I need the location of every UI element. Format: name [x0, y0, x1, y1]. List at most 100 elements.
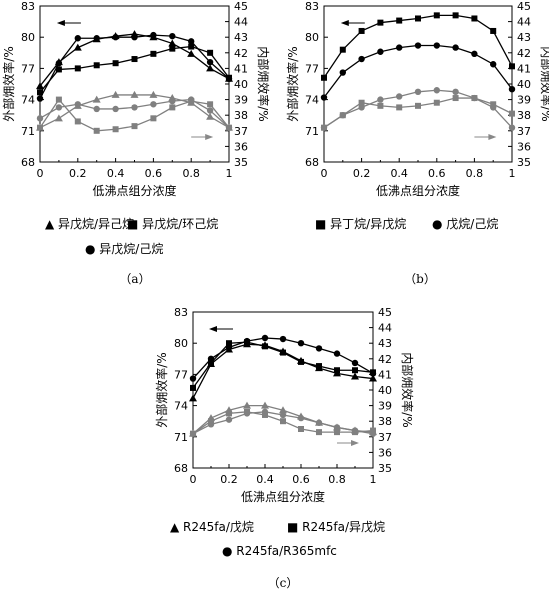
data-point [321, 74, 327, 81]
data-point [396, 44, 403, 51]
y-right-tick-label: 37 [517, 125, 531, 138]
data-point [131, 104, 138, 111]
panel-caption: （b） [404, 272, 436, 286]
y-right-tick-label: 35 [517, 156, 531, 169]
data-point [433, 12, 440, 19]
data-point [262, 343, 268, 350]
data-point [188, 43, 195, 50]
data-point [112, 105, 119, 113]
arrow-right-head [205, 134, 214, 141]
series-line [39, 34, 230, 99]
data-point [352, 367, 358, 374]
data-point [55, 104, 63, 111]
y-left-tick-label: 68 [21, 156, 35, 169]
data-point [351, 359, 359, 367]
data-point [490, 61, 497, 68]
data-point [339, 112, 346, 119]
x-tick-label: 0.6 [292, 473, 310, 486]
x-tick-label: 0.2 [353, 167, 371, 180]
data-point [36, 95, 44, 102]
chart-panel-1: 0 0.2 0.4 0.6 0.8 1 68 71 74 77 80 83 35 36 37 38 39 40 41… [1, 0, 271, 286]
y-right-tick-label: 45 [234, 0, 248, 13]
data-point [333, 350, 341, 357]
data-point [207, 101, 214, 108]
data-point [261, 401, 269, 409]
plot-frame [323, 5, 513, 163]
data-point [243, 337, 251, 345]
data-point [54, 114, 63, 122]
data-point [334, 367, 340, 374]
x-axis-label: 低沸点组分浓度 [376, 183, 460, 198]
data-point [279, 335, 287, 343]
data-point [150, 31, 157, 39]
data-point [112, 60, 119, 67]
legend-entry: ▲ R245fa/戊烷 [170, 520, 254, 534]
data-point [369, 370, 377, 377]
data-point [358, 55, 365, 63]
data-point [339, 69, 346, 76]
data-point [433, 87, 440, 94]
data-point [225, 344, 233, 351]
data-point [206, 112, 215, 120]
y-right-tick-label: 40 [234, 78, 248, 91]
data-point [261, 408, 269, 416]
data-point [509, 110, 515, 117]
series-2 [37, 43, 232, 96]
legend-entry: ● 戊烷/己烷 [432, 217, 498, 231]
data-point [206, 107, 214, 114]
y-left-tick-label: 80 [21, 31, 35, 44]
data-point [377, 48, 384, 55]
data-point [369, 374, 377, 382]
data-point [279, 411, 287, 419]
y-right-tick-label: 36 [378, 446, 392, 459]
series-line [192, 337, 374, 379]
y-left-tick-label: 74 [305, 94, 319, 107]
y-right-tick-label: 37 [378, 431, 392, 444]
data-point [297, 414, 305, 422]
data-point [369, 430, 377, 437]
data-point [169, 104, 176, 111]
data-point [414, 42, 422, 49]
y-right-tick-label: 41 [234, 62, 248, 75]
y-right-tick-label: 38 [234, 109, 248, 122]
data-point [169, 97, 176, 105]
y-right-tick-label: 43 [234, 31, 248, 44]
y-right-tick-label: 39 [234, 94, 248, 107]
y-right-axis-label: 内部㶲效率/% [400, 352, 415, 427]
series-5 [37, 96, 232, 134]
data-point [131, 34, 138, 41]
data-point [36, 115, 44, 122]
data-point [36, 82, 44, 90]
data-point [243, 401, 251, 409]
data-point [130, 90, 139, 98]
y-right-axis-label: 内部㶲效率/% [539, 46, 549, 121]
data-point [396, 104, 403, 111]
data-point [316, 429, 322, 436]
x-tick-label: 0 [321, 167, 328, 180]
data-point [169, 32, 176, 40]
data-point [187, 49, 196, 57]
data-point [111, 90, 120, 98]
data-point [471, 94, 478, 102]
data-point [112, 126, 119, 133]
y-left-axis-label: 外部㶲效率/% [1, 46, 16, 121]
y-left-tick-label: 74 [21, 94, 35, 107]
data-point [508, 86, 516, 93]
y-right-tick-label: 35 [378, 462, 392, 475]
data-point [93, 105, 100, 113]
data-point [92, 95, 101, 103]
x-tick-label: 1 [226, 167, 233, 180]
y-right-tick-label: 39 [517, 94, 531, 107]
x-tick-label: 0.6 [145, 167, 163, 180]
arrow-left-head [209, 326, 217, 332]
x-tick-label: 0 [37, 167, 44, 180]
y-right-tick-label: 43 [517, 31, 531, 44]
data-point [471, 15, 478, 22]
data-point [490, 27, 497, 34]
data-point [377, 102, 384, 109]
y-right-tick-label: 35 [234, 156, 248, 169]
data-point [131, 56, 138, 63]
data-point [74, 65, 81, 72]
series-line [39, 45, 230, 93]
data-point [150, 50, 157, 57]
